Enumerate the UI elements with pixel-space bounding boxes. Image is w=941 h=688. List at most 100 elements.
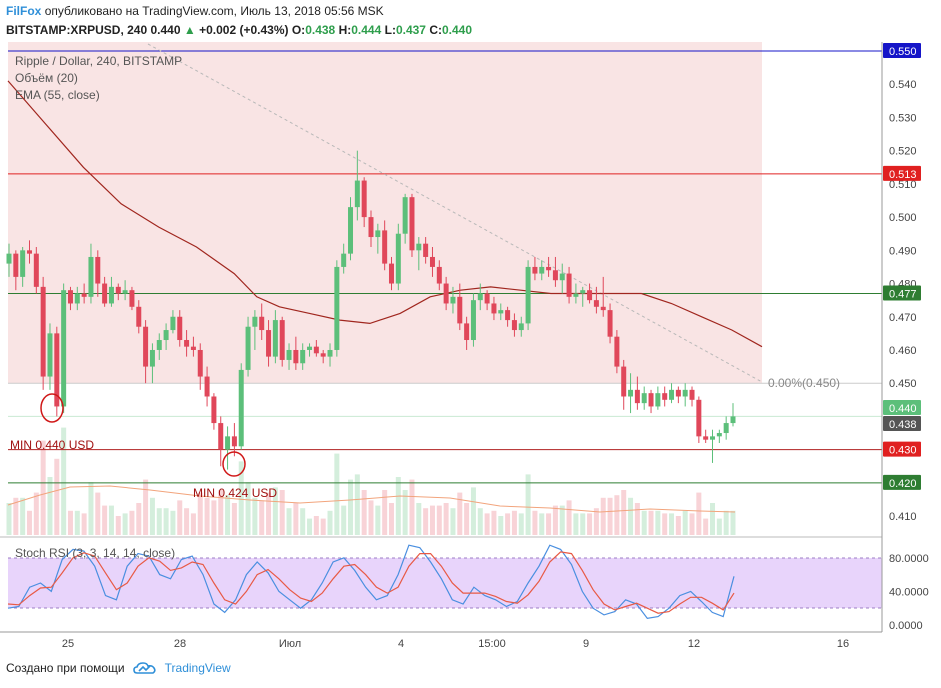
legend-title[interactable]: Ripple / Dollar, 240, BITSTAMP (15, 54, 182, 68)
volume-bar (498, 516, 504, 535)
volume-bar (184, 508, 190, 535)
price-badge-label: 0.477 (889, 289, 917, 301)
time-tick-label: 15:00 (478, 638, 506, 650)
price-badge-bg (883, 416, 921, 431)
candle-body (354, 180, 360, 208)
volume-bar (464, 503, 470, 535)
volume-ma-line (7, 485, 736, 513)
volume-bars (6, 427, 736, 535)
price-badge-bg (883, 400, 921, 415)
candle-body (218, 423, 224, 450)
volume-bar (477, 508, 483, 535)
volume-bar (47, 477, 53, 535)
candle-body (293, 349, 299, 364)
legend-ema[interactable]: EMA (55, close) (15, 88, 100, 102)
candle-body (716, 433, 722, 437)
volume-bar (621, 490, 627, 535)
candle-body (95, 256, 101, 284)
volume-bar (33, 492, 39, 535)
candle-body (341, 253, 347, 267)
price-badge: 0.438 (883, 416, 921, 431)
candle-body (88, 256, 94, 297)
brand-name[interactable]: FilFox (6, 4, 42, 18)
volume-bar (54, 458, 60, 535)
candle-body (184, 340, 190, 347)
candle-body (170, 316, 176, 331)
volume-bar (600, 497, 606, 535)
rsi-tick-label: 0.0000 (889, 620, 923, 632)
price-tick-label: 0.410 (889, 511, 917, 523)
volume-bar (716, 518, 722, 535)
volume-bar (375, 505, 381, 535)
volume-bar (231, 503, 237, 535)
rsi-band (8, 558, 882, 608)
price-badge: 0.440 (883, 400, 921, 415)
volume-bar (395, 477, 401, 535)
candle-body (470, 300, 476, 341)
tradingview-link[interactable]: TradingView (164, 661, 231, 675)
candle-body (327, 349, 333, 357)
price-badge-bg (883, 441, 921, 457)
price-badge: 0.420 (883, 474, 921, 490)
candle-body (518, 323, 524, 331)
volume-bar (689, 513, 695, 535)
time-axis[interactable]: 25 28 Июл 4 15:00 9 12 16 (62, 638, 849, 650)
rsi-tick-label: 40.0000 (889, 586, 929, 598)
candle-body (54, 333, 60, 407)
volume-bar (450, 508, 456, 535)
volume-bar (409, 479, 415, 535)
candle-body (587, 290, 593, 301)
candle-body (190, 346, 196, 350)
volume-bar (361, 490, 367, 535)
low-label: L: (384, 23, 396, 37)
volume-bar (225, 495, 231, 535)
candle-body (382, 230, 388, 264)
volume-bar (20, 497, 26, 535)
candle-body (320, 353, 326, 357)
volume-bar (122, 513, 128, 535)
volume-bar (443, 503, 449, 535)
volume-bar (259, 500, 265, 535)
candle-body (40, 286, 46, 377)
candle-body (102, 283, 108, 304)
rsi-axis[interactable]: 80.0000 40.0000 0.0000 (889, 553, 929, 632)
volume-bar (416, 503, 422, 535)
legend-volume[interactable]: Объём (20) (15, 71, 78, 85)
candle-body (286, 349, 292, 360)
footer: Создано при помощи TradingView (6, 660, 231, 676)
volume-bar (388, 503, 394, 535)
volume-bar (491, 510, 497, 535)
volume-bar (272, 487, 278, 535)
volume-bar (546, 513, 552, 535)
candle-body (429, 256, 435, 267)
volume-bar (266, 492, 272, 535)
volume-bar (26, 510, 32, 535)
volume-bar (74, 510, 80, 535)
candle-body (388, 263, 394, 284)
volume-bar (634, 503, 640, 535)
symbol-name[interactable]: BITSTAMP:XRPUSD, 240 (6, 23, 148, 37)
rsi-label[interactable]: Stoch RSI (3, 3, 14, 14, close) (15, 546, 175, 560)
volume-bar (245, 482, 251, 535)
candle-body (573, 293, 579, 297)
candle-body (245, 326, 251, 370)
volume-bar (279, 490, 285, 535)
volume-bar (300, 508, 306, 535)
volume-bar (662, 513, 668, 535)
candle-body (279, 320, 285, 360)
candle-body (74, 293, 80, 304)
candle-body (197, 349, 203, 377)
price-tick-label: 0.490 (889, 245, 917, 257)
candle-body (47, 333, 53, 377)
volume-bar (218, 490, 224, 535)
tradingview-cloud-icon[interactable] (132, 660, 157, 676)
volume-bar (156, 508, 162, 535)
candle-body (641, 393, 647, 404)
price-badge-label: 0.438 (889, 419, 917, 431)
candle-body (710, 436, 716, 440)
time-tick-label: 12 (688, 638, 700, 650)
price-tick-label: 0.540 (889, 79, 917, 91)
time-tick-label: 9 (583, 638, 589, 650)
candle-body (156, 340, 162, 350)
